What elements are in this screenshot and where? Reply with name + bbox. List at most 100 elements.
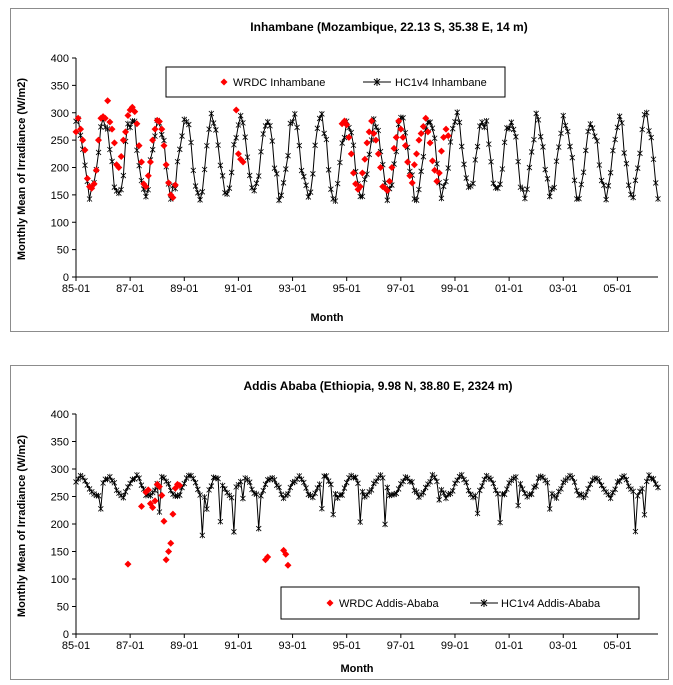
hc1v4-point [339,140,345,147]
hc1v4-point [504,486,510,493]
hc1v4-point [156,508,163,515]
hc1v4-point [650,475,657,482]
hc1v4-point [564,128,571,135]
hc1v4-point [431,135,438,142]
wrdc-point [124,111,132,119]
hc1v4-point [235,481,242,488]
wrdc-point [239,158,247,166]
hc1v4-point [603,196,609,203]
hc1v4-point [271,476,278,483]
hc1v4-point [546,505,553,512]
hc1v4-point [251,187,257,194]
wrdc-point [374,150,382,158]
hc1v4-point [330,511,336,518]
hc1v4-point [95,492,102,499]
hc1v4-point [601,486,607,493]
wrdc-point [106,118,114,126]
x-tick-label: 91-01 [224,640,252,652]
hc1v4-point [438,195,445,202]
y-tick-label: 350 [51,80,69,92]
hc1v4-point [161,474,167,481]
hc1v4-point [147,492,154,499]
hc1v4-point [197,196,203,203]
hc1v4-point [366,151,373,158]
hc1v4-point [298,167,305,174]
y-tick-label: 200 [51,163,69,175]
hc1v4-point [652,481,659,488]
wrdc-point [146,158,154,166]
y-tick-label: 400 [51,53,69,65]
hc1v4-point [352,474,359,481]
wrdc-point [133,120,141,128]
hc1v4-point [607,495,614,502]
hc1v4-point [334,180,341,187]
hc1v4-point [420,489,427,496]
hc1v4-point [380,474,386,481]
wrdc-point [415,136,423,144]
hc1v4-point [190,167,197,174]
hc1v4-point [578,181,585,188]
x-tick-label: 97-01 [387,283,415,295]
hc1v4-point [120,494,127,501]
y-tick-label: 350 [51,437,69,449]
y-tick-label: 100 [51,217,69,229]
hc1v4-point [605,182,612,189]
wrdc-point [435,169,443,177]
hc1v4-point [158,131,165,138]
wrdc-point [390,144,398,152]
hc1v4-point [289,118,296,125]
hc1v4-point [226,185,233,192]
hc1v4-point [364,491,370,498]
y-tick-label: 200 [51,519,69,531]
x-tick-label: 95-01 [333,640,361,652]
wrdc-point [406,172,414,180]
hc1v4-point [294,124,300,131]
hc1v4-point [208,483,215,490]
hc1v4-point [497,519,503,526]
hc1v4-point [594,137,600,144]
wrdc-point [142,183,150,191]
hc1v4-point [641,511,648,518]
hc1v4-point [648,134,655,141]
y-tick-label: 0 [63,629,69,641]
hc1v4-point [413,489,420,496]
hc1v4-point [298,476,305,483]
wrdc-point [284,561,292,569]
x-axis-title: Month [341,663,374,675]
legend-label-hc1v4: HC1v4 Inhambane [395,77,487,89]
hc1v4-point [456,473,463,480]
wrdc-point [397,125,405,133]
hc1v4-point [296,142,303,149]
hc1v4-point [285,152,291,159]
legend-diamond-icon [326,599,334,607]
hc1v4-point [246,479,253,486]
hc1v4-point [578,491,585,498]
legend-box [280,586,640,620]
hc1v4-point [341,485,348,492]
hc1v4-point [312,142,318,149]
wrdc-point [426,139,434,147]
hc1v4-point [253,491,260,498]
hc1v4-point [438,486,445,493]
x-tick-label: 97-01 [387,640,415,652]
hc1v4-point [240,119,246,126]
hc1v4-point [195,486,201,493]
wrdc-point [372,136,380,144]
hc1v4-point [255,173,262,180]
hc1v4-point [646,472,652,479]
wrdc-point [83,174,91,182]
y-tick-label: 150 [51,190,69,202]
hc1v4-point [628,191,634,198]
wrdc-point [417,130,425,138]
hc1v4-point [109,158,115,165]
hc1v4-point [116,190,122,197]
hc1v4-point [474,143,481,150]
hc1v4-point [571,177,578,184]
hc1v4-point [465,487,472,494]
hc1v4-point [231,141,237,148]
hc1v4-point [434,478,440,485]
x-tick-label: 87-01 [116,640,144,652]
legend-star-marker-icon [373,78,381,86]
wrdc-point [160,142,168,150]
hc1v4-point [201,166,208,173]
